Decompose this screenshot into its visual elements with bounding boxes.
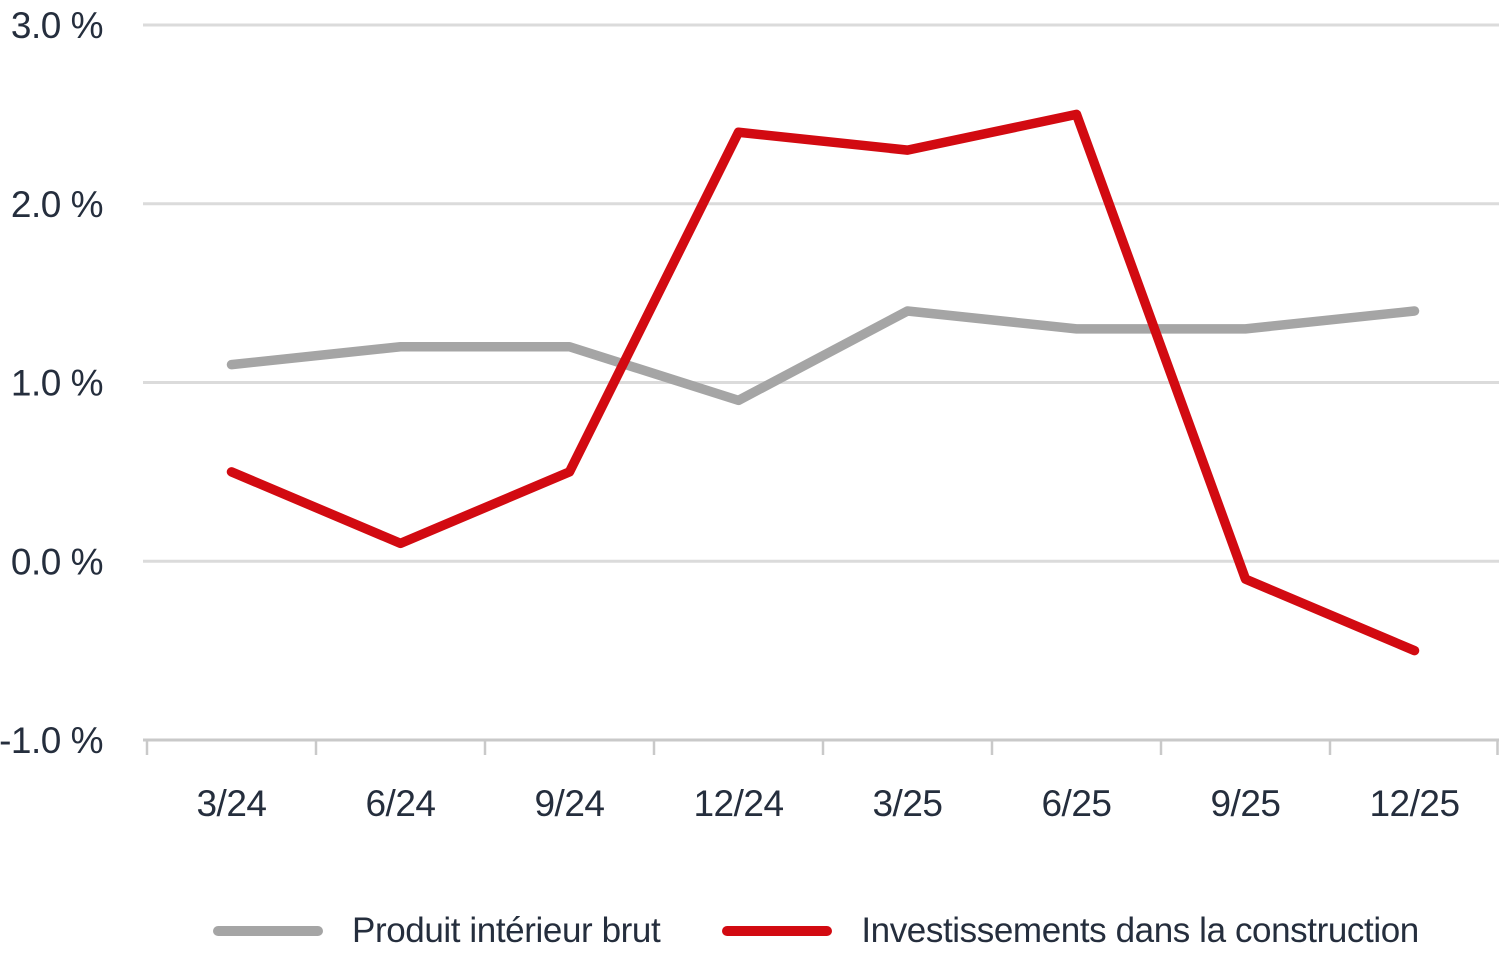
y-tick-label: 1.0 % — [11, 363, 103, 404]
y-tick-label: -1.0 % — [0, 720, 103, 761]
x-tick-label: 12/25 — [1369, 783, 1459, 824]
y-tick-label: 2.0 % — [11, 184, 103, 225]
legend-label: Investissements dans la construction — [861, 911, 1419, 950]
legend-item: Investissements dans la construction — [722, 911, 1419, 951]
series-line-1 — [226, 109, 1420, 656]
x-tick-label: 9/25 — [1210, 783, 1280, 824]
x-tick-label: 6/24 — [365, 783, 435, 824]
x-tick-label: 12/24 — [693, 783, 783, 824]
x-tick-label: 3/24 — [196, 783, 266, 824]
x-tick-label: 9/24 — [534, 783, 604, 824]
series-line-0 — [226, 306, 1420, 406]
legend-swatch-1 — [722, 926, 833, 936]
x-tick-label: 3/25 — [872, 783, 942, 824]
legend-swatch-0 — [213, 926, 323, 936]
x-tick-label: 6/25 — [1041, 783, 1111, 824]
y-tick-label: 3.0 % — [11, 5, 103, 46]
legend: Produit intérieur brut Investissements da… — [213, 906, 1419, 956]
legend-label: Produit intérieur brut — [352, 911, 661, 950]
y-tick-label: 0.0 % — [11, 541, 103, 582]
legend-item: Produit intérieur brut — [213, 911, 661, 951]
